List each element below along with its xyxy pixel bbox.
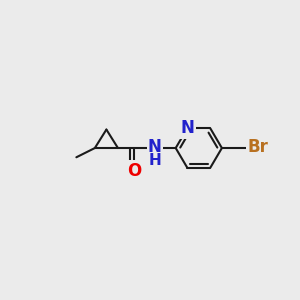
Text: O: O (127, 162, 141, 180)
Text: N: N (148, 138, 162, 156)
Text: N: N (180, 119, 194, 137)
Text: Br: Br (247, 138, 268, 156)
Text: H: H (148, 153, 161, 168)
